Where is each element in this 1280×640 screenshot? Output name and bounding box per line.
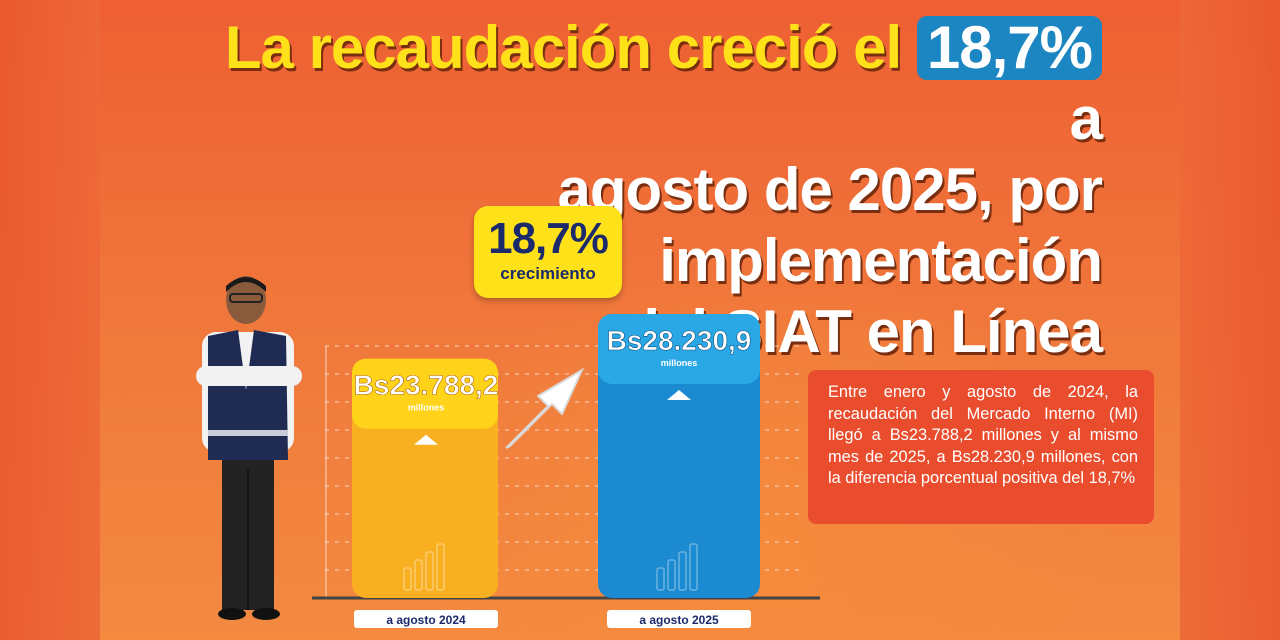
bar-value-label: Bs23.788,2 [354, 370, 499, 401]
category-pill [607, 610, 751, 628]
chart-bars: Bs23.788,2 millones a agosto 2024 Bs28.230,… [352, 314, 760, 628]
chart-grid [325, 345, 800, 599]
headline: La recaudación creció el 18,7% a agosto … [202, 12, 1104, 367]
bar-group: Bs23.788,2 millones a agosto 2024 [352, 358, 499, 628]
growth-bars-icon [403, 567, 412, 591]
headline-part-2: a [1069, 85, 1103, 152]
up-marker-icon [667, 390, 691, 400]
growth-arrow [505, 367, 585, 449]
growth-bars-icon [678, 551, 687, 591]
category-pill [354, 610, 498, 628]
bar-value-label: Bs28.230,9 [607, 325, 752, 356]
growth-badge: 18,7% crecimiento [474, 206, 622, 298]
bar-cap [598, 314, 760, 384]
bar-cap [352, 358, 498, 429]
growth-bars-icon [425, 551, 434, 591]
growth-bars-icon [436, 543, 445, 591]
right-edge [1180, 0, 1280, 640]
category-label: a agosto 2024 [386, 613, 466, 627]
bar-unit-label: millones [661, 358, 698, 368]
bar-unit-label: millones [408, 403, 445, 413]
growth-bars-icon [656, 567, 665, 591]
headline-line-2: agosto de 2025, por implementación [557, 156, 1104, 294]
growth-bars-icon [689, 543, 698, 591]
growth-bars-icon [414, 559, 423, 591]
headline-highlight: 18,7% [916, 16, 1102, 80]
growth-bars-icon [667, 559, 676, 591]
up-marker-icon [414, 434, 438, 445]
category-label: a agosto 2025 [639, 613, 719, 627]
bar [598, 314, 760, 598]
info-box: Entre enero y agosto de 2024, la recauda… [808, 370, 1154, 524]
bar-group: Bs28.230,9 millones a agosto 2025 [598, 314, 760, 628]
growth-badge-label: crecimiento [500, 264, 596, 283]
left-edge [0, 0, 100, 640]
headline-line-1: La recaudación creció el 18,7% a [202, 12, 1103, 154]
info-text: Entre enero y agosto de 2024, la recauda… [828, 383, 1138, 487]
growth-badge-value: 18,7% [488, 214, 609, 263]
headline-part-1: La recaudación creció el [224, 14, 902, 81]
official-figure [196, 276, 302, 620]
